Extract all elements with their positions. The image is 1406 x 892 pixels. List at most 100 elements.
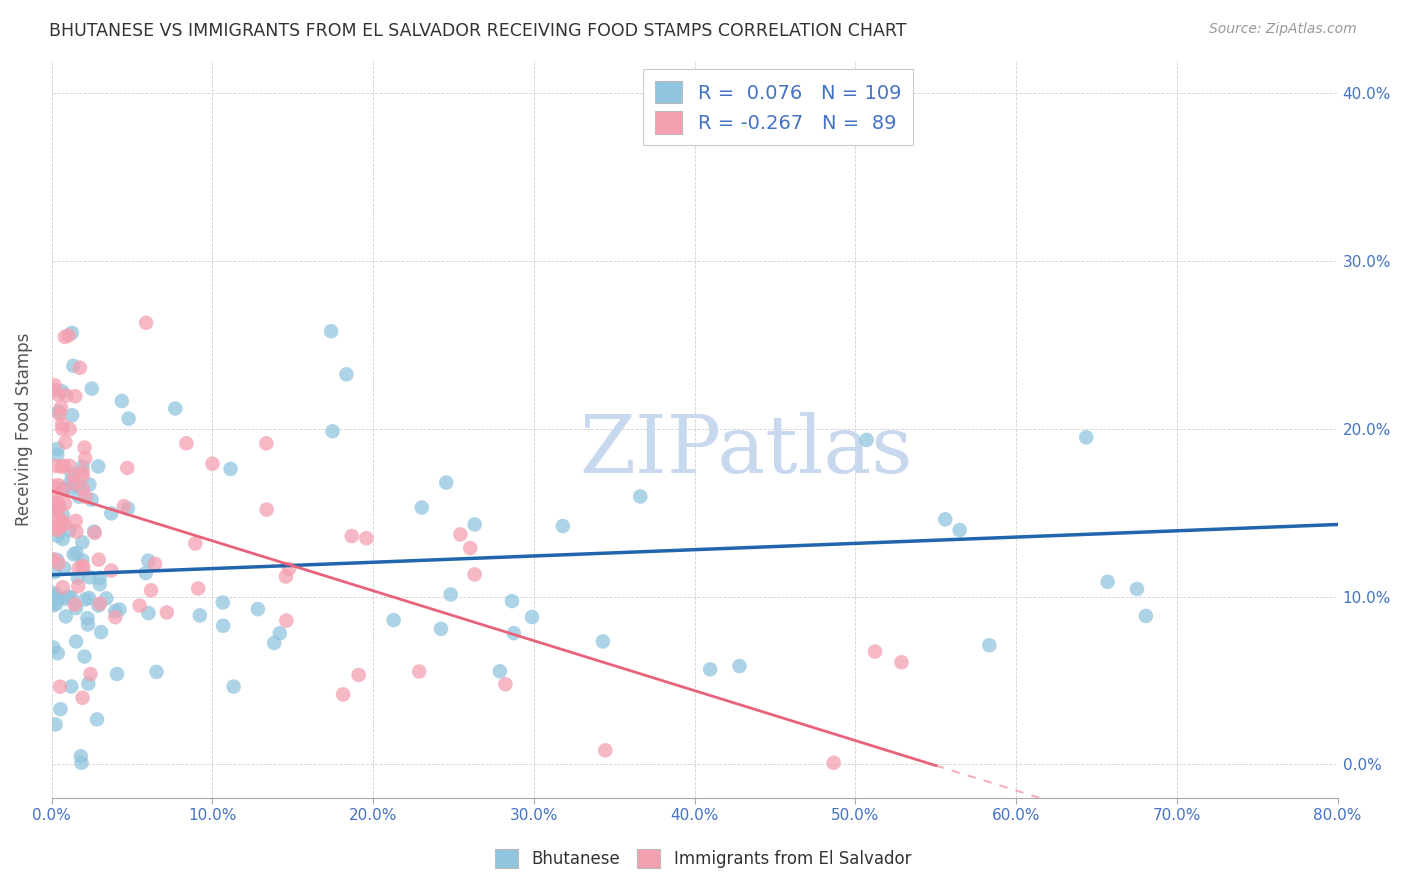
Point: [52, 482, 75, 496]
Point: [52, 532, 75, 546]
Point: [53, 561, 76, 575]
Point: [72, 559, 94, 574]
Point: [464, 517, 486, 532]
Point: [104, 604, 127, 618]
Point: [87, 599, 110, 613]
Point: [51, 417, 73, 432]
Point: [67, 490, 90, 504]
Point: [49, 516, 72, 530]
Point: [45, 717, 67, 731]
Point: [67, 579, 90, 593]
Point: [201, 457, 224, 471]
Point: [60, 326, 83, 340]
Point: [551, 519, 574, 533]
Point: [222, 680, 245, 694]
Point: [42, 383, 65, 397]
Point: [65, 524, 87, 539]
Point: [332, 687, 354, 701]
Point: [48, 405, 70, 419]
Point: [42, 521, 65, 535]
Point: [72, 535, 94, 549]
Point: [143, 557, 166, 571]
Point: [246, 602, 269, 616]
Point: [52, 580, 75, 594]
Point: [55, 388, 77, 402]
Point: [65, 601, 87, 615]
Point: [592, 634, 614, 648]
Point: [117, 501, 139, 516]
Point: [187, 582, 209, 596]
Point: [83, 525, 105, 540]
Point: [411, 500, 433, 515]
Point: [1135, 609, 1157, 624]
Point: [72, 482, 94, 496]
Point: [46, 553, 69, 567]
Text: Source: ZipAtlas.com: Source: ZipAtlas.com: [1209, 22, 1357, 37]
Y-axis label: Receiving Food Stamps: Receiving Food Stamps: [15, 332, 32, 525]
Point: [823, 756, 845, 770]
Point: [117, 411, 139, 425]
Point: [1097, 574, 1119, 589]
Point: [269, 626, 291, 640]
Point: [212, 619, 235, 633]
Point: [335, 368, 357, 382]
Point: [45, 458, 67, 473]
Point: [949, 523, 972, 537]
Point: [77, 676, 100, 690]
Text: BHUTANESE VS IMMIGRANTS FROM EL SALVADOR RECEIVING FOOD STAMPS CORRELATION CHART: BHUTANESE VS IMMIGRANTS FROM EL SALVADOR…: [49, 22, 907, 40]
Point: [45, 495, 67, 509]
Point: [62, 547, 84, 561]
Point: [44, 378, 66, 392]
Point: [49, 680, 72, 694]
Point: [408, 665, 430, 679]
Point: [63, 469, 86, 483]
Point: [176, 436, 198, 450]
Point: [42, 493, 65, 508]
Point: [263, 636, 285, 650]
Point: [42, 588, 65, 602]
Point: [87, 459, 110, 474]
Point: [699, 662, 721, 676]
Point: [728, 659, 751, 673]
Point: [45, 597, 67, 611]
Point: [434, 475, 457, 490]
Point: [48, 387, 70, 401]
Point: [59, 476, 82, 491]
Point: [42, 552, 65, 566]
Point: [75, 592, 97, 607]
Point: [55, 435, 77, 450]
Text: ZIPatlas: ZIPatlas: [579, 412, 912, 490]
Point: [89, 571, 111, 585]
Point: [53, 458, 76, 473]
Point: [79, 477, 101, 491]
Point: [51, 384, 73, 399]
Point: [184, 536, 207, 550]
Point: [51, 422, 73, 436]
Point: [46, 646, 69, 660]
Point: [44, 511, 66, 525]
Point: [430, 622, 453, 636]
Point: [53, 497, 76, 511]
Point: [138, 554, 160, 568]
Point: [58, 422, 80, 436]
Point: [53, 517, 76, 532]
Point: [274, 569, 297, 583]
Point: [77, 617, 100, 632]
Point: [278, 562, 301, 576]
Point: [58, 458, 80, 473]
Point: [100, 564, 122, 578]
Point: [128, 599, 150, 613]
Point: [69, 360, 91, 375]
Legend: Bhutanese, Immigrants from El Salvador: Bhutanese, Immigrants from El Salvador: [488, 842, 918, 875]
Point: [63, 598, 86, 612]
Point: [66, 571, 89, 585]
Point: [62, 359, 84, 373]
Point: [77, 591, 100, 605]
Point: [145, 665, 167, 679]
Point: [96, 591, 118, 606]
Point: [73, 441, 96, 455]
Point: [464, 567, 486, 582]
Point: [75, 451, 97, 466]
Point: [111, 394, 134, 409]
Point: [59, 481, 82, 495]
